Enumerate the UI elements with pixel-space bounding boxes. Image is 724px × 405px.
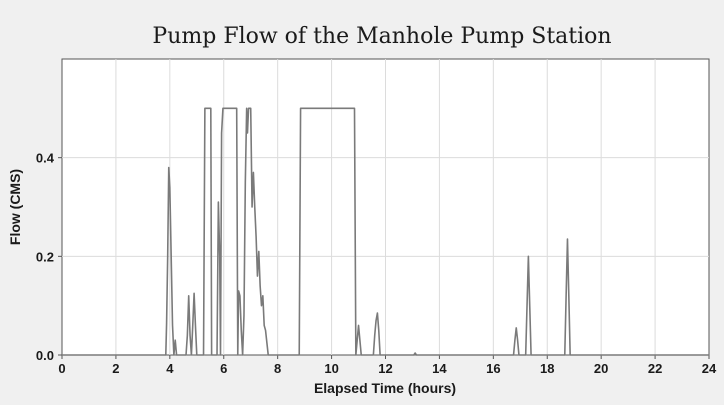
- chart-title: Pump Flow of the Manhole Pump Station: [152, 24, 611, 49]
- x-tick-label: 2: [112, 361, 119, 376]
- y-tick-label: 0.0: [36, 348, 54, 363]
- y-axis-label: Flow (CMS): [7, 169, 23, 245]
- x-tick-label: 8: [274, 361, 281, 376]
- x-tick-label: 10: [324, 361, 338, 376]
- x-tick-label: 20: [594, 361, 608, 376]
- x-tick-label: 22: [648, 361, 662, 376]
- series-line-flow: [62, 107, 709, 356]
- x-axis-label: Elapsed Time (hours): [314, 380, 456, 396]
- x-tick-label: 4: [166, 361, 174, 376]
- x-tick-label: 24: [702, 361, 717, 376]
- x-tick-label: 18: [540, 361, 554, 376]
- y-tick-label: 0.4: [36, 151, 55, 166]
- grid-lines: [62, 59, 709, 355]
- axis-ticks: 0 2 4 6 8 10 12 14 16 18 20 22 240.00.20.4: [36, 151, 717, 376]
- x-tick-label: 14: [432, 361, 447, 376]
- x-tick-label: 6: [220, 361, 227, 376]
- x-tick-label: 0: [58, 361, 65, 376]
- x-tick-label: 16: [486, 361, 500, 376]
- x-tick-label: 12: [378, 361, 392, 376]
- y-tick-label: 0.2: [36, 249, 54, 264]
